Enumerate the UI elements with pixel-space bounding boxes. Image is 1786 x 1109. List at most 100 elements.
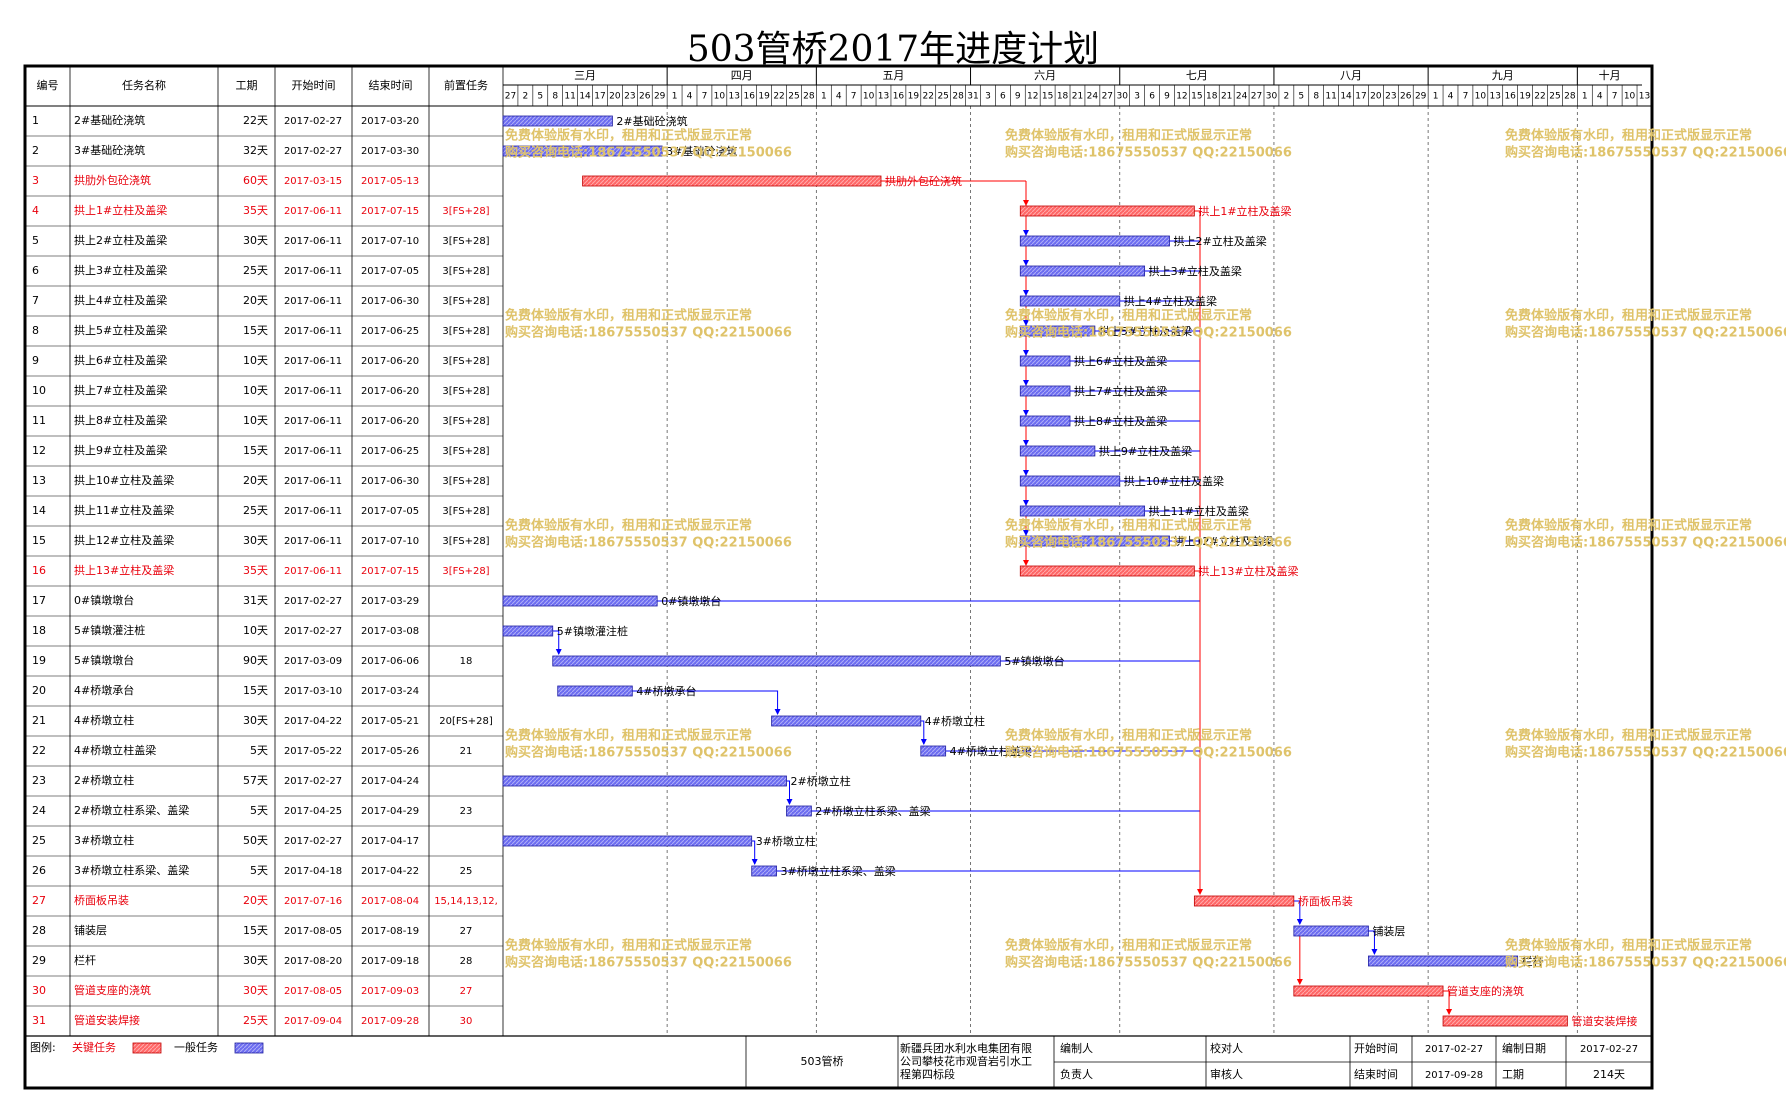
- watermark-line1: 免费体验版有水印，租用和正式版显示正常: [1005, 728, 1252, 744]
- column-header: 编号: [37, 78, 59, 92]
- month-label: 七月: [1186, 69, 1208, 82]
- task-duration: 20天: [243, 474, 268, 487]
- footer-project-name: 503管桥: [801, 1054, 844, 1068]
- task-start: 2017-04-25: [284, 806, 342, 817]
- watermark-line2: 购买咨询电话:18675550537 QQ:22150066: [1005, 145, 1292, 161]
- task-name: 拱上9#立柱及盖梁: [74, 443, 167, 457]
- task-duration: 57天: [243, 774, 268, 787]
- task-duration: 5天: [250, 864, 268, 877]
- task-start: 2017-06-11: [284, 446, 342, 457]
- watermark-line2: 购买咨询电话:18675550537 QQ:22150066: [1005, 955, 1292, 971]
- task-end: 2017-04-22: [361, 866, 419, 877]
- task-start: 2017-02-27: [284, 626, 342, 637]
- gantt-bar-label: 拱上2#立柱及盖梁: [1173, 234, 1266, 248]
- gantt-bar: [1293, 985, 1444, 997]
- gantt-bar-label: 4#桥墩立柱: [925, 714, 985, 728]
- watermark-line1: 免费体验版有水印，租用和正式版显示正常: [1005, 518, 1252, 534]
- day-tick-label: 10: [1475, 92, 1487, 102]
- watermark-line1: 免费体验版有水印，租用和正式版显示正常: [505, 128, 752, 144]
- gantt-bar: [920, 745, 947, 757]
- task-id: 7: [32, 294, 39, 307]
- task-name: 拱上12#立柱及盖梁: [74, 533, 174, 547]
- gantt-bar: [1368, 955, 1519, 967]
- task-duration: 50天: [243, 834, 268, 847]
- task-start: 2017-03-15: [284, 176, 342, 187]
- month-label: 三月: [574, 69, 596, 82]
- task-end: 2017-08-19: [361, 926, 419, 937]
- task-name: 5#镇墩墩台: [74, 653, 134, 667]
- dependency-link: [552, 630, 562, 655]
- task-end: 2017-06-20: [361, 386, 419, 397]
- task-name: 管道支座的浇筑: [74, 983, 151, 997]
- task-predecessor: 3[FS+28]: [442, 236, 489, 247]
- dependency-link: [1293, 900, 1303, 925]
- task-name: 拱上8#立柱及盖梁: [74, 413, 167, 427]
- legend-normal-swatch: [234, 1042, 264, 1054]
- task-duration: 15天: [243, 684, 268, 697]
- day-tick-label: 7: [851, 92, 857, 102]
- task-name: 4#桥墩承台: [74, 683, 134, 697]
- task-predecessor: 27: [460, 926, 473, 937]
- watermark-line1: 免费体验版有水印，租用和正式版显示正常: [505, 308, 752, 324]
- day-tick-label: 23: [624, 92, 635, 102]
- footer-date-label: 编制日期: [1502, 1041, 1546, 1055]
- day-tick-label: 5: [1298, 92, 1304, 102]
- outer-frame: [23, 64, 1654, 1090]
- task-start: 2017-06-11: [284, 206, 342, 217]
- footer-company: 新疆兵团水利水电集团有限: [900, 1041, 1032, 1055]
- legend-label: 图例:: [30, 1040, 56, 1054]
- footer-company: 程第四标段: [900, 1067, 955, 1081]
- task-duration: 31天: [243, 594, 268, 607]
- task-id: 24: [32, 804, 46, 817]
- watermark-line2: 购买咨询电话:18675550537 QQ:22150066: [1505, 745, 1786, 761]
- task-end: 2017-06-25: [361, 326, 419, 337]
- watermark-line2: 购买咨询电话:18675550537 QQ:22150066: [505, 955, 792, 971]
- task-id: 5: [32, 234, 39, 247]
- gantt-bar: [1019, 565, 1195, 577]
- day-tick-label: 19: [758, 92, 770, 102]
- gantt-bar: [1442, 1015, 1568, 1027]
- task-id: 3: [32, 174, 39, 187]
- day-tick-label: 8: [552, 92, 558, 102]
- gantt-bar-label: 拱肋外包砼浇筑: [885, 174, 962, 188]
- task-start: 2017-06-11: [284, 296, 342, 307]
- task-name: 拱上7#立柱及盖梁: [74, 383, 167, 397]
- task-start: 2017-08-05: [284, 926, 342, 937]
- gantt-bar-label: 拱上3#立柱及盖梁: [1149, 264, 1242, 278]
- footer-start-value: 2017-02-27: [1425, 1044, 1483, 1055]
- task-name: 2#桥墩立柱系梁、盖梁: [74, 803, 189, 817]
- task-start: 2017-06-11: [284, 476, 342, 487]
- task-id: 20: [32, 684, 46, 697]
- gantt-bar-label: 3#桥墩立柱系梁、盖梁: [781, 864, 896, 878]
- task-start: 2017-02-27: [284, 146, 342, 157]
- task-predecessor: 3[FS+28]: [442, 416, 489, 427]
- legend-normal-label: 一般任务: [174, 1041, 218, 1054]
- task-name: 4#桥墩立柱盖梁: [74, 743, 156, 757]
- task-duration: 30天: [243, 234, 268, 247]
- task-end: 2017-03-29: [361, 596, 419, 607]
- gantt-bar-label: 拱上13#立柱及盖梁: [1198, 564, 1298, 578]
- task-end: 2017-09-03: [361, 986, 419, 997]
- day-tick-label: 4: [836, 92, 842, 102]
- task-end: 2017-04-24: [361, 776, 419, 787]
- task-predecessor: 3[FS+28]: [442, 566, 489, 577]
- gantt-bar: [1019, 505, 1146, 517]
- watermark-line2: 购买咨询电话:18675550537 QQ:22150066: [1505, 145, 1786, 161]
- legend-critical-label: 关键任务: [72, 1040, 116, 1054]
- gantt-bar: [502, 835, 753, 847]
- day-tick-label: 6: [1149, 92, 1155, 102]
- dependency-link: [920, 720, 927, 745]
- gantt-bar: [1293, 925, 1369, 937]
- day-tick-label: 6: [1000, 92, 1006, 102]
- day-tick-label: 26: [1400, 92, 1412, 102]
- task-duration: 32天: [243, 144, 268, 157]
- task-end: 2017-05-21: [361, 716, 419, 727]
- task-start: 2017-03-09: [284, 656, 342, 667]
- day-tick-label: 29: [1415, 92, 1427, 102]
- gantt-bar: [552, 655, 1001, 667]
- task-name: 管道安装焊接: [74, 1013, 140, 1027]
- task-id: 18: [32, 624, 46, 637]
- task-start: 2017-06-11: [284, 506, 342, 517]
- watermark-line1: 免费体验版有水印，租用和正式版显示正常: [505, 938, 752, 954]
- day-tick-label: 9: [1164, 92, 1170, 102]
